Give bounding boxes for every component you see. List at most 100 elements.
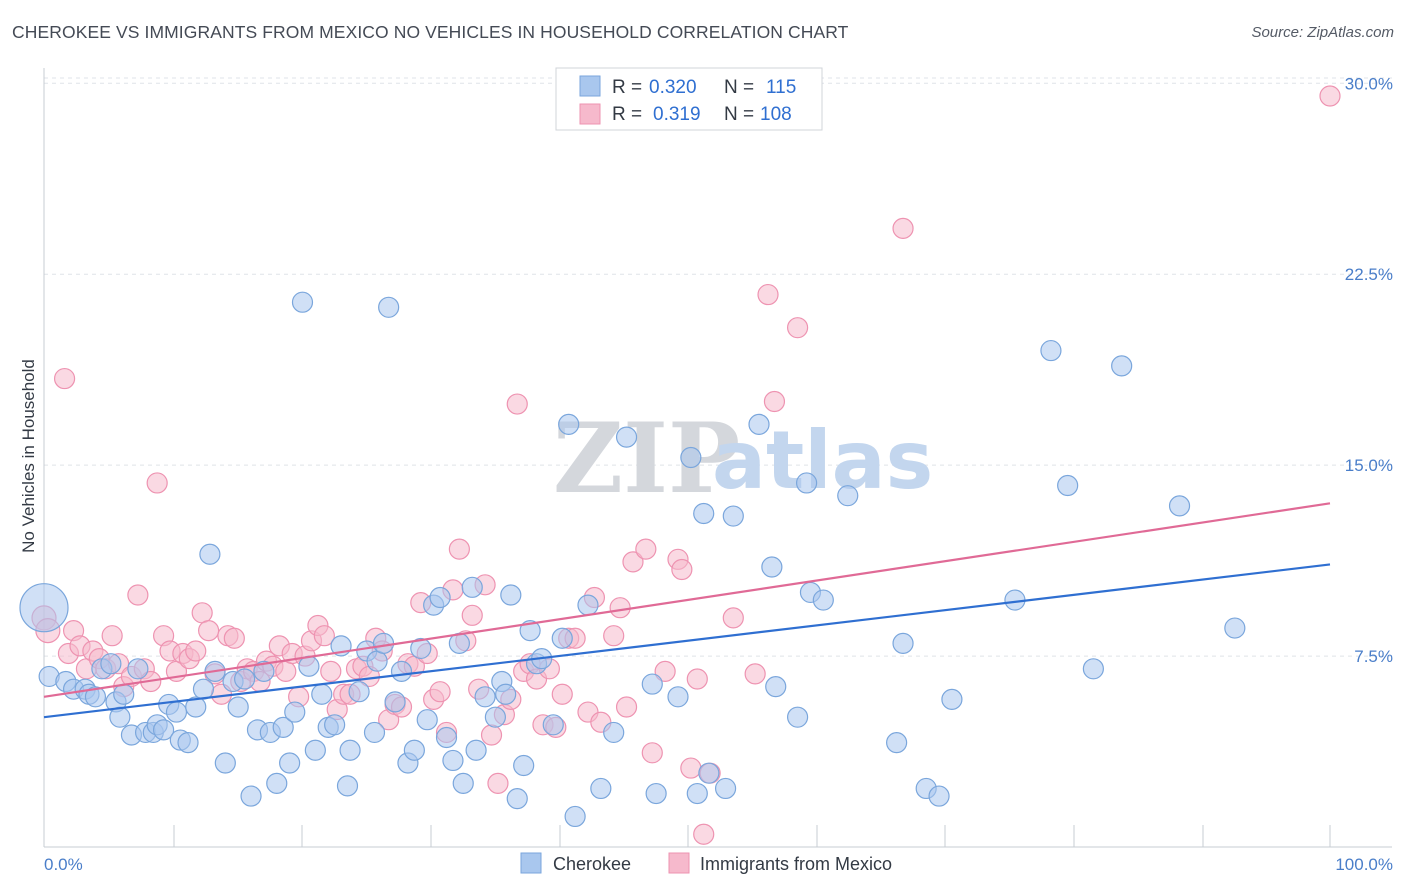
point-cherokee-34	[266, 772, 288, 794]
point-cherokee-43	[324, 714, 346, 736]
point-cherokee-91	[698, 762, 720, 784]
x-tick-labels: 0.0% 100.0%	[44, 855, 1393, 874]
point-mexico-24	[191, 602, 213, 624]
legend-r-label-cherokee: R =	[612, 77, 642, 98]
point-cherokee-29	[234, 668, 256, 690]
legend-n-label-cherokee: N =	[724, 77, 754, 98]
point-mexico-43	[313, 625, 335, 647]
point-cherokee-56	[403, 739, 425, 761]
trend-line-cherokee	[43, 563, 1331, 719]
legend-n-label-mexico: N =	[724, 104, 754, 125]
x-tick-label-1: 100.0%	[1335, 855, 1393, 874]
point-mexico-105	[1319, 85, 1341, 107]
point-cherokee-112	[1168, 495, 1191, 517]
point-mexico-88	[615, 696, 638, 718]
point-cherokee-19	[165, 701, 188, 723]
legend-r-value-cherokee: 0.320	[649, 77, 697, 98]
point-cherokee-89	[686, 782, 708, 805]
point-cherokee-70	[495, 683, 517, 705]
point-cherokee-103	[892, 632, 914, 654]
point-cherokee-73	[513, 754, 535, 777]
point-cherokee-95	[761, 556, 783, 578]
point-mexico-104	[892, 217, 914, 239]
trend-lines	[43, 502, 1331, 719]
point-mexico-25	[198, 620, 220, 642]
point-mexico-73	[506, 393, 528, 415]
point-cherokee-102	[886, 732, 908, 754]
point-cherokee-0	[19, 583, 69, 633]
point-cherokee-37	[284, 701, 306, 723]
point-cherokee-58	[416, 709, 438, 731]
point-cherokee-40	[304, 739, 326, 761]
legend-n-value-cherokee: 115	[766, 77, 796, 98]
point-mexico-2	[53, 367, 76, 390]
point-mexico-10	[101, 625, 123, 647]
trend-line-mexico	[43, 502, 1331, 698]
point-mexico-92	[654, 660, 676, 682]
point-cherokee-93	[722, 505, 744, 527]
point-mexico-61	[429, 681, 451, 703]
point-cherokee-24	[199, 543, 221, 565]
point-cherokee-65	[461, 576, 483, 598]
point-cherokee-110	[1082, 658, 1104, 680]
point-mexico-23	[185, 640, 207, 662]
point-mexico-44	[320, 660, 342, 682]
legend-swatch-cherokee	[579, 75, 601, 97]
point-cherokee-81	[577, 594, 599, 616]
point-cherokee-17	[152, 719, 175, 741]
point-cherokee-28	[227, 696, 249, 718]
chart-title: CHEROKEE VS IMMIGRANTS FROM MEXICO NO VE…	[12, 22, 849, 42]
point-cherokee-84	[615, 426, 638, 448]
point-cherokee-23	[192, 678, 215, 700]
point-cherokee-46	[339, 739, 361, 761]
series-legend-swatch-mexico	[668, 852, 690, 874]
point-mexico-14	[127, 584, 149, 606]
series-legend-cherokee: Cherokee	[553, 854, 631, 874]
y-tick-label-0: 7.5%	[1354, 647, 1393, 666]
series-legend-mexico: Immigrants from Mexico	[700, 854, 892, 874]
point-mexico-66	[461, 604, 483, 626]
legend-swatch-mexico	[579, 103, 601, 125]
point-mexico-96	[686, 668, 708, 690]
point-mexico-90	[635, 538, 657, 560]
point-mexico-69	[480, 724, 503, 746]
point-cherokee-97	[786, 706, 809, 728]
y-tick-labels: 7.5% 15.0% 22.5% 30.0%	[1345, 74, 1393, 666]
point-cherokee-64	[452, 772, 474, 794]
point-cherokee-96	[765, 676, 787, 698]
watermark-zip: ZIP	[553, 402, 740, 515]
point-cherokee-52	[378, 296, 400, 318]
point-mexico-17	[146, 472, 168, 494]
point-cherokee-87	[667, 686, 689, 708]
point-mexico-87	[609, 597, 631, 619]
point-cherokee-68	[484, 706, 506, 728]
point-mexico-95	[680, 757, 702, 779]
point-cherokee-62	[442, 749, 464, 772]
point-cherokee-61	[435, 726, 458, 749]
point-cherokee-13	[127, 658, 149, 680]
point-mexico-91	[641, 742, 663, 764]
legend-r-value-mexico: 0.319	[653, 104, 701, 125]
x-tick-label-0: 0.0%	[44, 855, 83, 874]
point-cherokee-90	[693, 502, 715, 525]
legend-box: R = 0.320 N = 115 R = 0.319 N = 108	[555, 67, 823, 131]
point-cherokee-36	[279, 752, 301, 774]
point-mexico-80	[551, 683, 573, 705]
point-cherokee-39	[298, 655, 320, 677]
point-mexico-100	[744, 663, 766, 685]
point-cherokee-54	[390, 660, 413, 682]
watermark: ZIP atlas	[553, 402, 933, 515]
point-cherokee-77	[542, 714, 564, 736]
point-cherokee-79	[558, 413, 580, 436]
point-cherokee-82	[590, 777, 612, 800]
point-cherokee-41	[311, 683, 333, 705]
y-axis-label: No Vehicles in Household	[19, 359, 38, 553]
point-cherokee-38	[291, 291, 314, 313]
point-cherokee-47	[348, 681, 370, 703]
point-cherokee-101	[837, 485, 859, 507]
point-mexico-64	[448, 538, 470, 560]
point-cherokee-57	[410, 637, 432, 660]
grid-lines	[44, 77, 1392, 657]
point-cherokee-45	[336, 775, 359, 797]
